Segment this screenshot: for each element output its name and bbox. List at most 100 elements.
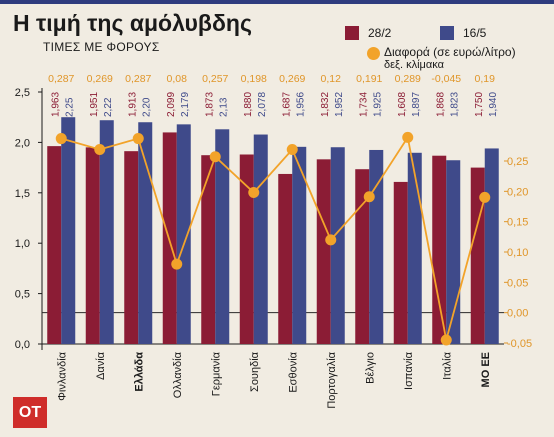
category-label: ΜΟ ΕΕ [480,352,492,387]
diff-point [286,143,298,155]
bar-series1-value-label: 1,963 [50,92,61,117]
legend-label-series2: 16/5 [463,26,487,40]
category-label: Ισπανία [403,351,415,390]
bar-series2-value-label: 2,22 [103,97,114,117]
bar-series1-value-label: 1,868 [435,92,446,117]
bar-series2-value-label: 1,940 [488,92,499,117]
bar-series1-value-label: 1,832 [320,92,331,117]
legend-label-series1: 28/2 [368,26,392,40]
y-left-tick-label: 1,5 [15,188,30,200]
bar-series1 [201,155,216,344]
bar-series2 [330,147,345,344]
bar-series1-value-label: 1,608 [397,92,408,117]
bar-series1-value-label: 2,099 [166,92,177,117]
diff-point [440,334,452,346]
diff-value-label: 0,19 [475,73,496,85]
bar-series1 [432,155,447,344]
diff-point [248,187,260,199]
bar-series1-value-label: 1,734 [358,92,369,117]
legend-swatch-series1 [345,26,359,40]
diff-value-label: 0,191 [356,73,382,85]
legend-label-diff: Διαφορά (σε ευρώ/λίτρο) [384,45,516,59]
bar-series2-value-label: 1,897 [411,92,422,117]
bar-series2 [407,152,422,344]
bar-series2 [292,146,307,344]
bar-series1-value-label: 1,913 [127,92,138,117]
bar-series1-value-label: 1,951 [89,92,100,117]
bar-series2-value-label: 2,20 [141,97,152,117]
bar-series2-value-label: 1,925 [372,92,383,117]
legend-swatch-series2 [440,26,454,40]
legend-label-diff-note: δεξ. κλίμακα [384,59,444,71]
category-label: Πορτογαλία [326,351,338,408]
bar-series1 [278,173,293,344]
bar-series1-value-label: 1,687 [281,92,292,117]
bar-series1 [239,154,254,344]
legend-dot-diff [367,47,380,60]
diff-value-label: 0,289 [395,73,421,85]
bar-series1-value-label: 1,880 [243,92,254,117]
bar-series1 [47,146,62,344]
y-left-tick-label: 1,0 [15,238,30,250]
y-right-tick-label: 0,20 [507,186,528,198]
bar-series2 [253,134,268,344]
bar-series2-value-label: 2,13 [218,97,229,117]
bar-series2-value-label: 1,956 [295,92,306,117]
category-label: Φινλανδία [56,351,68,400]
logo: ΟΤ [13,397,47,428]
y-left-tick-label: 0,5 [15,289,30,301]
y-right-tick-label: -0,05 [507,338,532,350]
diff-value-label: 0,269 [279,73,305,85]
category-label: Ελλάδα [133,352,145,392]
diff-value-label: 0,08 [167,73,188,85]
diff-point [479,191,491,203]
chart-subtitle: ΤΙΜΕΣ ΜΕ ΦΟΡΟΥΣ [43,40,160,54]
bar-series2-value-label: 1,952 [334,92,345,117]
bar-series2 [484,148,499,344]
diff-point [171,258,183,270]
diff-value-label: 0,198 [241,73,267,85]
bar-series1 [393,181,408,344]
category-label: Σουηδία [249,351,261,392]
bar-series2 [99,120,114,344]
bar-series2 [138,122,153,345]
bar-series2-value-label: 2,179 [180,92,191,117]
bar-series2 [215,129,230,344]
category-label: Ολλανδία [172,351,184,398]
category-label: Βέλγιο [364,352,376,384]
category-label: Εσθονία [287,351,299,392]
bar-series2-value-label: 2,25 [64,97,75,117]
top-accent-bar [0,0,554,4]
diff-point [325,234,337,246]
y-right-tick-label: 0,15 [507,217,528,229]
y-right-tick-label: 0,05 [507,277,528,289]
chart-title: Η τιμή της αμόλυβδης [13,10,252,36]
bar-series1 [85,147,100,344]
bar-series2 [61,117,76,344]
diff-point [402,131,414,143]
diff-point [55,133,67,145]
diff-point [132,133,144,145]
bar-series1-value-label: 1,750 [474,92,485,117]
bar-series1-value-label: 1,873 [204,92,215,117]
diff-value-label: 0,269 [87,73,113,85]
bar-series1 [316,159,331,344]
diff-line [61,134,486,341]
category-label: Γερμανία [210,351,222,396]
category-label: Δανία [95,351,107,380]
bar-series2-value-label: 2,078 [257,92,268,117]
bar-series1 [124,151,139,344]
y-right-tick-label: 0,25 [507,156,528,168]
diff-point [363,191,375,203]
bar-series1 [162,132,177,344]
category-label: Ιταλία [441,351,453,380]
y-left-tick-label: 2,0 [15,137,30,149]
y-right-tick-label: 0,00 [507,308,528,320]
diff-point [94,143,106,155]
diff-value-label: 0,287 [48,73,74,85]
y-left-tick-label: 0,0 [15,339,30,351]
y-right-tick-label: 0,10 [507,247,528,259]
diff-value-label: 0,12 [321,73,342,85]
bar-series1 [355,169,370,344]
